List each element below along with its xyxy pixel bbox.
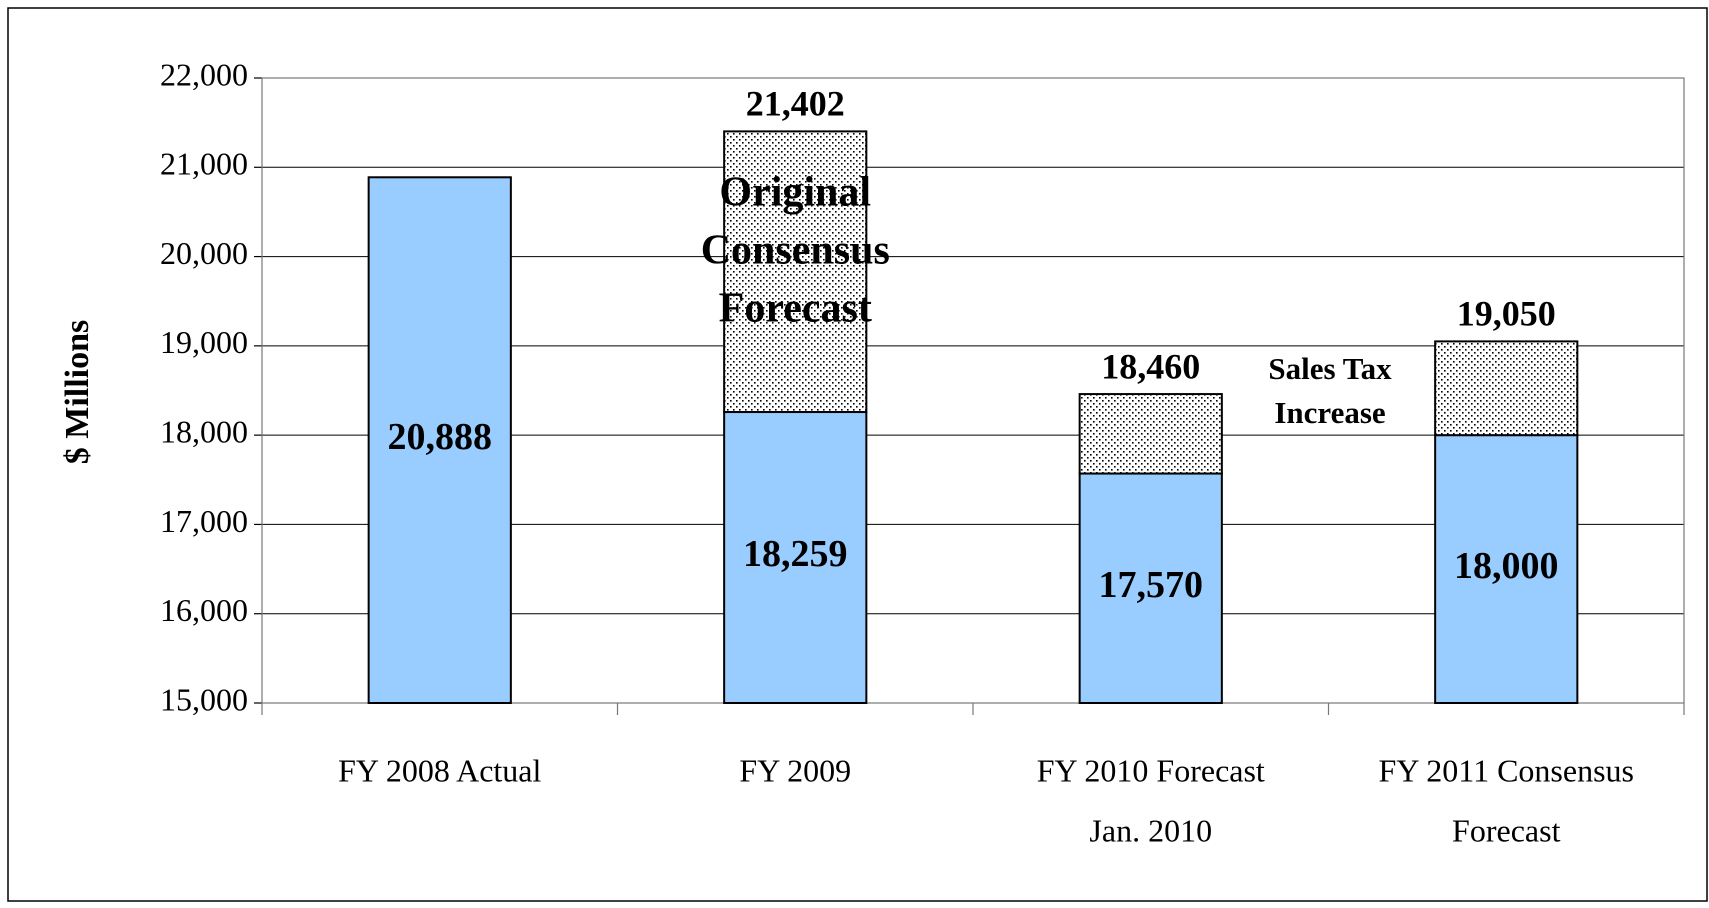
value-label: 18,259 — [743, 533, 848, 575]
bar-segment — [367, 176, 512, 705]
annotation: Sales Tax — [1268, 351, 1392, 386]
y-tick-label: 16,000 — [160, 592, 248, 628]
total-label: 21,402 — [746, 84, 845, 124]
x-tick-label: FY 2008 Actual — [338, 752, 541, 788]
annotation: Increase — [1274, 395, 1385, 430]
total-label: 18,460 — [1101, 346, 1200, 386]
bar-segment — [1078, 393, 1223, 475]
bar-segment — [723, 411, 868, 704]
y-tick-label: 15,000 — [160, 681, 248, 717]
x-tick-label: Forecast — [1452, 812, 1561, 848]
bar-segment — [1434, 340, 1579, 437]
annotation: Consensus — [701, 228, 890, 274]
value-label: 18,000 — [1454, 545, 1559, 587]
total-label: 19,050 — [1457, 294, 1556, 334]
y-tick-label: 20,000 — [160, 235, 248, 271]
y-tick-label: 17,000 — [160, 503, 248, 539]
x-tick-label: Jan. 2010 — [1089, 812, 1212, 848]
y-tick-label: 22,000 — [160, 56, 248, 92]
y-axis-label: $ Millions — [59, 320, 96, 465]
x-tick-label: FY 2009 — [739, 752, 851, 788]
x-tick-label: FY 2010 Forecast — [1037, 752, 1265, 788]
annotation: Forecast — [719, 286, 872, 332]
bar-segment — [1434, 434, 1579, 704]
bar-segment — [723, 130, 868, 414]
bar-segment — [1078, 472, 1223, 704]
value-label: 17,570 — [1099, 564, 1204, 606]
annotation: Original — [719, 170, 871, 216]
y-tick-label: 18,000 — [160, 413, 248, 449]
y-tick-label: 19,000 — [160, 324, 248, 360]
y-tick-label: 21,000 — [160, 146, 248, 182]
value-label: 20,888 — [388, 416, 493, 458]
x-tick-label: FY 2011 Consensus — [1379, 752, 1634, 788]
